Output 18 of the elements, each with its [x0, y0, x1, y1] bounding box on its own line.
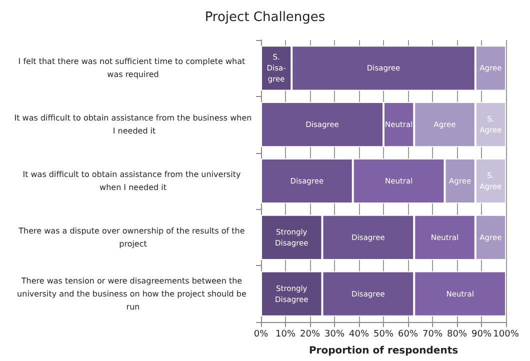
x-tick-label: 50%	[373, 330, 394, 340]
y-tick-label: There was a dispute over ownership of the results of the project	[18, 226, 248, 248]
x-axis-title: Proportion of respondents	[308, 346, 458, 356]
y-tick-label: It was difficult to obtain assistance from the business when I needed it	[14, 114, 252, 136]
x-tick-label: 100%	[493, 330, 520, 340]
x-tick-label: 10%	[275, 330, 296, 340]
x-tick-label: 80%	[446, 330, 468, 340]
x-tick-label: 90%	[471, 330, 492, 340]
x-tick-label: 70%	[422, 330, 443, 340]
x-tick-label: 40%	[348, 330, 370, 340]
x-tick-label: 0%	[254, 330, 269, 340]
x-tick-label: 30%	[324, 330, 345, 340]
y-tick-label: It was difficult to obtain assistance from the university when I needed it	[22, 170, 244, 192]
x-tick-label: 60%	[398, 330, 418, 340]
chart-title: Project Challenges	[204, 10, 326, 25]
y-tick-label: I felt that there was not sufficient time to complete what was required	[18, 57, 248, 80]
x-tick-label: 20%	[300, 330, 320, 340]
y-tick-label: There was tension or were disagreements between the university and the business on how the project should be run	[17, 276, 249, 312]
